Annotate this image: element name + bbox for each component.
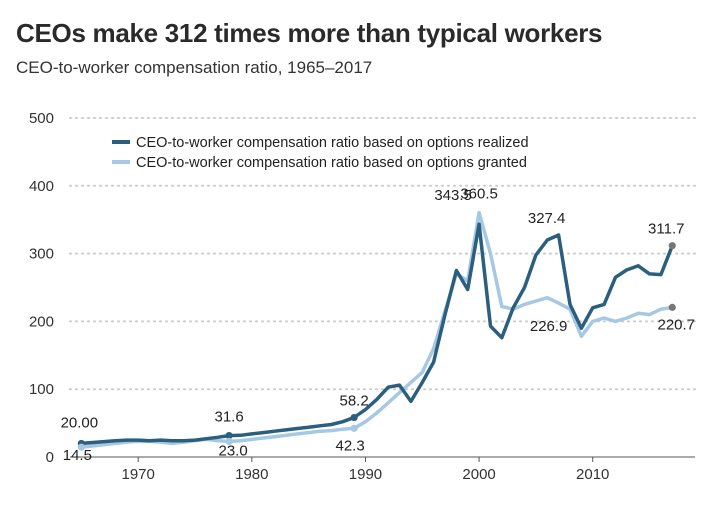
- series-markers: [77, 242, 676, 451]
- data-point-granted-1978: [225, 437, 233, 446]
- data-label-granted-1965: 14.5: [63, 447, 92, 464]
- series-line-granted: [79, 210, 675, 449]
- x-tick-label: 1990: [349, 466, 382, 483]
- x-tick-label: 2010: [576, 466, 609, 483]
- data-point-granted-2017: [668, 303, 676, 311]
- y-tick-label: 400: [29, 178, 54, 195]
- x-tick-label: 2000: [462, 466, 495, 483]
- data-point-realized-1989: [350, 413, 358, 422]
- data-label-granted-2007: 226.9: [530, 318, 568, 335]
- legend-label-granted: CEO-to-worker compensation ratio based o…: [136, 155, 527, 171]
- data-label-granted-1978: 23.0: [218, 442, 247, 459]
- data-point-granted-1965: [77, 443, 85, 451]
- legend-label-realized: CEO-to-worker compensation ratio based o…: [136, 135, 529, 151]
- y-tick-label: 0: [46, 449, 54, 466]
- data-label-realized-2017: 311.7: [648, 221, 684, 238]
- data-label-granted-2017: 220.7: [657, 316, 695, 333]
- chart-subtitle: CEO-to-worker compensation ratio, 1965–2…: [16, 58, 373, 77]
- series-line-realized: [79, 222, 675, 446]
- data-label-realized-1965: 20.00: [61, 414, 99, 431]
- data-point-realized-1978: [225, 431, 233, 440]
- y-tick-label: 200: [29, 313, 54, 330]
- series-lines: [79, 210, 675, 449]
- data-label-realized-2000: 343.5: [434, 187, 472, 204]
- y-axis-ticks: 0 100 200 300 400 500: [29, 110, 54, 466]
- gridlines: [69, 117, 696, 458]
- y-tick-label: 300: [29, 246, 54, 263]
- data-point-granted-1989: [350, 424, 358, 432]
- legend: CEO-to-worker compensation ratio based o…: [112, 135, 529, 171]
- data-label-granted-1989: 42.3: [335, 437, 364, 454]
- x-tick-label: 1980: [235, 466, 268, 483]
- data-label-realized-1989: 58.2: [339, 393, 368, 410]
- y-tick-label: 100: [29, 381, 54, 398]
- data-point-realized-2017: [668, 242, 676, 250]
- y-tick-label: 500: [29, 110, 54, 127]
- x-tick-label: 1970: [121, 466, 154, 483]
- data-label-granted-2000: 360.5: [460, 186, 498, 203]
- chart-title: CEOs make 312 times more than typical wo…: [16, 18, 603, 48]
- x-axis-ticks: 1970 1980 1990 2000 2010: [121, 457, 609, 483]
- data-label-realized-1978: 31.6: [214, 409, 243, 426]
- data-label-realized-2007: 327.4: [528, 210, 566, 227]
- data-labels: 20.00 31.6 58.2 343.5 327.4 311.7 14.5 23.0 42.3…: [61, 186, 695, 465]
